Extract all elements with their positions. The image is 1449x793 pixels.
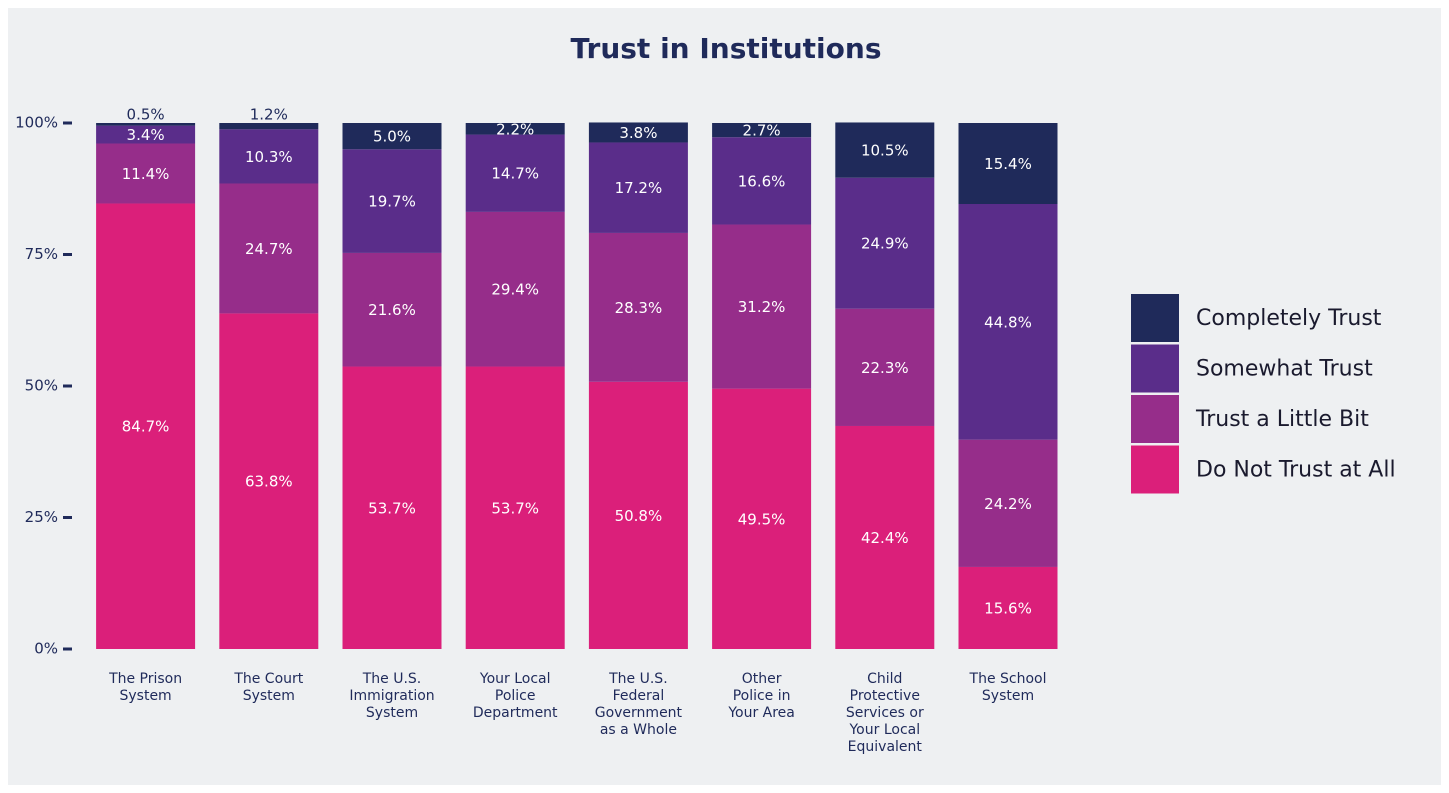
bar-segment (465, 123, 565, 135)
bar-segment (465, 134, 565, 212)
bar-segment (712, 388, 812, 649)
bar-segment (342, 366, 442, 649)
legend-label: Somewhat Trust (1196, 357, 1373, 382)
bar-segment (712, 123, 812, 138)
bar-segment (96, 203, 196, 649)
bar-segment (958, 439, 1058, 567)
bar-segment (219, 183, 319, 314)
bar-segment (342, 149, 442, 253)
y-tick-label: 25% (25, 508, 58, 526)
y-tick-label: 0% (34, 640, 58, 658)
x-tick-label: Child Protective Services or Your Local Equi… (846, 671, 924, 755)
bar-segment (465, 211, 565, 367)
bar-segment (835, 308, 935, 426)
data-label: 31.2% (738, 298, 786, 316)
data-label: 5.0% (373, 128, 411, 146)
data-label: 63.8% (245, 473, 293, 491)
x-tick-label: Other Police in Your Area (727, 671, 795, 721)
bar-segment (588, 232, 688, 382)
bar-segment (96, 125, 196, 144)
data-label: 3.8% (619, 124, 657, 142)
data-label: 14.7% (491, 165, 539, 183)
x-tick-label: The Prison System (108, 671, 182, 704)
data-label: 22.3% (861, 359, 909, 377)
x-tick-label: The School System (969, 671, 1047, 704)
bar-segment (96, 143, 196, 204)
data-label: 3.4% (127, 126, 165, 144)
data-label: 49.5% (738, 510, 786, 528)
bar-segment (588, 122, 688, 143)
bar-segment (219, 129, 319, 184)
legend-swatch (1131, 395, 1179, 443)
bar-segment (835, 177, 935, 309)
bar-segment (342, 252, 442, 367)
data-label: 2.2% (496, 120, 534, 138)
data-label: 50.8% (615, 507, 663, 525)
bar-segment (712, 137, 812, 225)
data-label: 10.3% (245, 148, 293, 166)
y-tick-label: 100% (15, 114, 58, 132)
data-label: 24.2% (984, 495, 1032, 513)
x-tick-label: The U.S. Immigration System (349, 671, 434, 721)
bar-segment (835, 122, 935, 178)
data-label: 11.4% (122, 165, 170, 183)
data-label: 15.6% (984, 599, 1032, 617)
legend-swatch (1131, 344, 1179, 393)
data-label: 17.2% (615, 179, 663, 197)
data-label: 10.5% (861, 142, 909, 160)
y-tick-label: 75% (25, 245, 58, 263)
data-label: 19.7% (368, 193, 416, 211)
data-label: 21.6% (368, 301, 416, 319)
data-label: 15.4% (984, 155, 1032, 173)
data-label: 2.7% (743, 122, 781, 140)
data-label: 0.5% (127, 106, 165, 124)
x-tick-label: Your Local Police Department (473, 671, 558, 721)
data-label: 44.8% (984, 313, 1032, 331)
legend-swatch (1131, 294, 1179, 342)
legend-label: Completely Trust (1196, 306, 1382, 331)
x-tick-label: The Court System (233, 671, 303, 704)
data-label: 28.3% (615, 299, 663, 317)
bar-segment (342, 123, 442, 150)
bar-segment (958, 204, 1058, 440)
bar-segment (835, 425, 935, 649)
bar-segment (712, 224, 812, 389)
data-label: 16.6% (738, 172, 786, 190)
legend-label: Do Not Trust at All (1196, 458, 1396, 483)
data-label: 53.7% (368, 499, 416, 517)
bar-segment (588, 381, 688, 649)
bar-segment (219, 123, 319, 130)
data-label: 24.7% (245, 240, 293, 258)
data-label: 1.2% (250, 106, 288, 124)
data-label: 24.9% (861, 235, 909, 253)
bar-segment (588, 142, 688, 233)
bar-segment (958, 123, 1058, 205)
legend-swatch (1131, 445, 1179, 494)
y-tick-label: 50% (25, 377, 58, 395)
data-label: 53.7% (491, 499, 539, 517)
legend-label: Trust a Little Bit (1195, 407, 1369, 432)
data-label: 84.7% (122, 418, 170, 436)
bar-segment (958, 566, 1058, 649)
bar-segment (465, 366, 565, 649)
data-label: 29.4% (491, 281, 539, 299)
chart-title: Trust in Institutions (571, 32, 882, 65)
data-label: 42.4% (861, 529, 909, 547)
x-tick-label: The U.S. Federal Government as a Whole (595, 671, 683, 738)
bar-segment (219, 313, 319, 649)
bar-segment (96, 123, 196, 126)
